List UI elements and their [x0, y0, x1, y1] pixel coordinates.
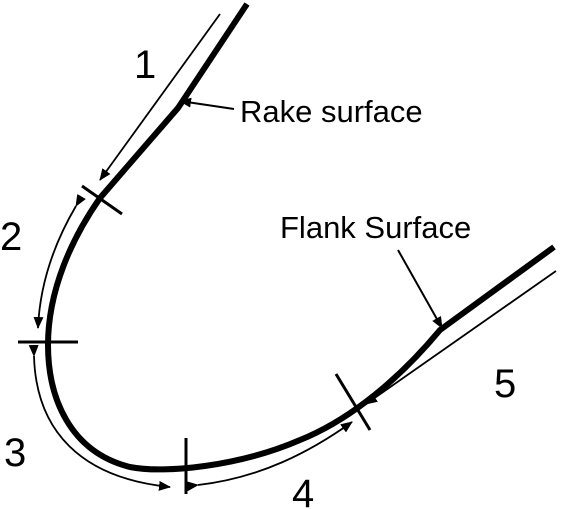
rake-surface-leader	[179, 97, 235, 110]
rake-surface-label: Rake surface	[240, 94, 423, 129]
region-4-number: 4	[292, 472, 314, 509]
region-2-number: 2	[0, 215, 22, 259]
divider-1-2	[81, 184, 123, 216]
region-3-arrow	[28, 344, 171, 491]
region-4-arrow	[186, 421, 353, 492]
region-1-number: 1	[134, 43, 156, 87]
region-3-number: 3	[4, 431, 26, 475]
rake-offset-line	[99, 13, 221, 181]
region-5-number: 5	[494, 362, 516, 406]
flank-surface-leader	[397, 249, 443, 329]
flank-surface-label: Flank Surface	[280, 210, 471, 245]
region-2-arrow	[33, 193, 86, 329]
divider-4-5	[334, 373, 372, 431]
flank-offset-line	[365, 270, 557, 405]
